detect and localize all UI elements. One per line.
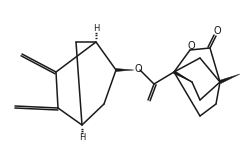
Polygon shape: [115, 68, 134, 71]
Text: O: O: [212, 26, 220, 36]
Text: O: O: [186, 41, 194, 51]
Text: H: H: [79, 134, 85, 142]
Text: H: H: [92, 24, 99, 32]
Text: O: O: [135, 64, 142, 74]
Polygon shape: [218, 74, 239, 84]
Polygon shape: [173, 71, 191, 82]
